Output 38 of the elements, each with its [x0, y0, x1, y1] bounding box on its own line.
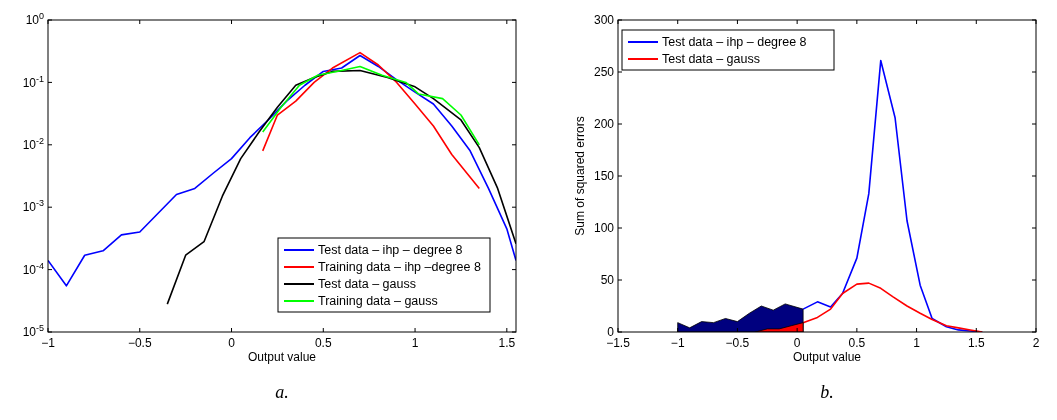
line-series [261, 51, 481, 190]
y-axis-title: Sum of squared errors [573, 116, 587, 236]
x-axis-title: Output value [247, 350, 317, 364]
legend-label: Training data – gauss [318, 294, 438, 309]
y-tick-label: 10$^{-2}$ [22, 136, 44, 152]
legend-label: Training data – ihp –degree 8 [318, 260, 481, 275]
y-tick-label: 10$^{-5}$ [22, 323, 44, 340]
text: a. [275, 382, 289, 402]
x-tick-label: −0.5 [725, 336, 750, 350]
x-tick-label: 1.5 [967, 336, 985, 350]
x-tick-label: 1.5 [498, 336, 516, 350]
y-tick-label: 200 [593, 117, 615, 132]
y-tick-label: 10$^{-3}$ [22, 198, 44, 215]
x-tick-label: 0.5 [314, 336, 332, 350]
x-tick-label: 0.5 [848, 336, 866, 350]
x-tick-label: 0 [228, 336, 236, 350]
x-tick-label: 1 [913, 336, 921, 350]
legend-label: Test data – ihp – degree 8 [662, 35, 807, 50]
x-tick-label: 2 [1032, 336, 1040, 350]
legend-label: Test data – gauss [662, 52, 760, 67]
y-tick-label: 100 [593, 221, 615, 236]
y-tick-label: 250 [593, 65, 615, 80]
y-tick-label: 10$^{-1}$ [22, 73, 44, 90]
x-tick-label: 1 [411, 336, 419, 350]
y-tick-label: 50 [600, 273, 615, 288]
legend-label: Test data – ihp – degree 8 [318, 243, 463, 258]
y-tick-label: 10$^{0}$ [25, 11, 44, 28]
x-axis-title: Output value [792, 350, 862, 364]
y-tick-label: 150 [593, 169, 615, 184]
x-tick-label: −0.5 [127, 336, 152, 350]
y-tick-label: 10$^{-4}$ [22, 260, 44, 277]
x-tick-label: −1 [41, 336, 56, 350]
y-tick-label: 300 [593, 13, 615, 28]
legend-label: Test data – gauss [318, 277, 416, 292]
line-series [261, 65, 481, 146]
text: b. [820, 382, 834, 402]
x-tick-label: 0 [793, 336, 801, 350]
x-tick-label: −1 [670, 336, 685, 350]
